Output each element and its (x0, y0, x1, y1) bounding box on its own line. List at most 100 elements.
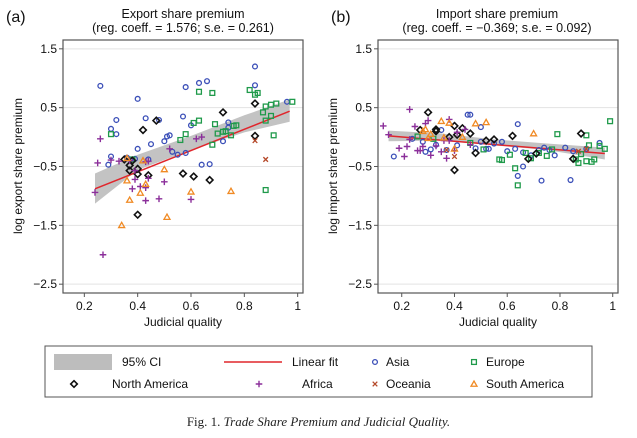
data-point (115, 157, 123, 165)
data-point (426, 129, 435, 138)
data-point (461, 126, 469, 133)
data-point (166, 145, 173, 153)
x-tick-label: 0.6 (183, 299, 200, 313)
data-point (514, 182, 521, 189)
ci-band-layer (95, 99, 290, 204)
data-point (182, 84, 189, 91)
data-point (431, 125, 441, 134)
data-point (262, 186, 269, 194)
legend-marker (69, 379, 79, 389)
data-point (177, 136, 184, 144)
data-point (395, 144, 403, 152)
y-axis: 1.5 0.5 −0.5 −1.5 −2.5 (33, 42, 63, 291)
data-point (583, 158, 590, 165)
data-point (390, 153, 397, 160)
data-point (427, 152, 435, 159)
legend-marker (255, 380, 263, 388)
data-point (113, 131, 120, 138)
data-point (445, 118, 454, 126)
legend-item-asia: Asia (371, 355, 410, 369)
y-tick-label: −1.5 (33, 218, 57, 232)
ci-band (95, 99, 290, 204)
data-point (246, 86, 253, 94)
data-point (131, 167, 139, 174)
data-point (195, 79, 203, 87)
data-point (554, 131, 561, 138)
data-point (458, 132, 467, 140)
legend: 95% CI Linear fit Asia Europe North America A… (44, 345, 593, 398)
series-europe (414, 118, 614, 189)
data-point (125, 166, 135, 176)
data-point (543, 152, 550, 159)
data-point (233, 122, 240, 129)
data-point (529, 129, 538, 137)
data-point (451, 153, 458, 160)
data-point (490, 140, 498, 147)
data-point (178, 169, 188, 178)
data-point (218, 107, 228, 117)
fit-line (94, 110, 290, 190)
data-point (187, 196, 195, 203)
data-point (142, 197, 149, 204)
data-point (222, 128, 229, 135)
data-point (198, 133, 205, 141)
panel-title: Import share premium (436, 7, 558, 21)
grid-lines (378, 48, 618, 285)
data-point (195, 88, 203, 95)
data-point (481, 136, 491, 146)
data-point (162, 212, 172, 221)
data-point (423, 133, 433, 142)
x-tick-label: 0.2 (76, 299, 93, 313)
legend-label: Africa (302, 377, 333, 391)
data-point (477, 124, 484, 131)
data-point (131, 176, 139, 183)
data-point (538, 177, 545, 184)
data-point (203, 78, 211, 85)
data-point (138, 156, 148, 164)
data-point (471, 148, 481, 158)
caption-prefix: Fig. 1. (186, 414, 221, 429)
data-point (583, 132, 590, 139)
data-point (198, 161, 205, 168)
data-point (226, 186, 236, 195)
data-point (209, 89, 216, 97)
data-point (141, 179, 150, 188)
data-point (122, 176, 132, 184)
data-point (97, 82, 104, 89)
data-point (107, 125, 115, 132)
data-point (94, 159, 101, 167)
data-point (91, 189, 99, 196)
y-tick-label: 1.5 (40, 42, 57, 56)
legend-item-south-america: South America (469, 377, 564, 391)
fit-line-layer (94, 110, 290, 190)
data-point (385, 131, 392, 139)
data-point (551, 152, 558, 159)
data-point (411, 123, 419, 130)
data-point (99, 251, 107, 259)
data-point (107, 156, 115, 164)
data-point (254, 89, 261, 97)
legend-label: Asia (386, 355, 410, 369)
data-point (250, 99, 260, 108)
data-point (122, 153, 132, 162)
data-point (129, 185, 136, 193)
legend-items: 95% CI Linear fit Asia Europe North America A… (54, 354, 564, 391)
data-point (134, 95, 141, 102)
data-point (262, 156, 269, 163)
data-point (527, 155, 535, 162)
data-point (270, 132, 277, 139)
legend-item-linear-fit: Linear fit (224, 355, 339, 369)
data-point (151, 116, 161, 126)
data-point (289, 98, 296, 105)
data-point (443, 154, 450, 162)
data-point (406, 106, 413, 113)
data-point (205, 175, 215, 185)
data-point (607, 118, 614, 125)
data-point (419, 143, 427, 150)
data-point (211, 121, 219, 128)
data-point (136, 188, 145, 196)
data-point (514, 172, 521, 179)
data-point (251, 63, 259, 70)
y-tick-label: −0.5 (348, 160, 372, 174)
data-point (439, 133, 449, 141)
